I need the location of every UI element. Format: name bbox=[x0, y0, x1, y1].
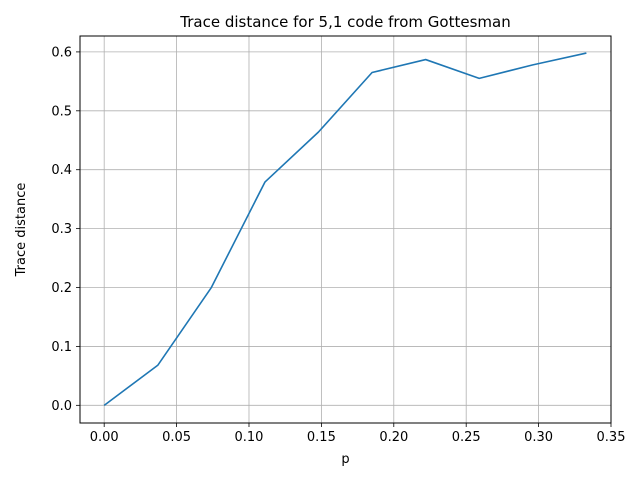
y-axis-label: Trace distance bbox=[14, 183, 29, 278]
data-point bbox=[317, 131, 320, 134]
y-tick-label: 0.5 bbox=[51, 104, 72, 119]
ticks: 0.00 0.05 0.10 0.15 0.20 0.25 0.30 0.35 0.0 0.1 0.… bbox=[51, 45, 625, 445]
x-tick-label: 0.10 bbox=[235, 430, 264, 445]
chart-title: Trace distance for 5,1 code from Gottesm… bbox=[179, 13, 510, 31]
data-point bbox=[531, 63, 534, 66]
y-tick-label: 0.1 bbox=[51, 340, 72, 355]
y-tick-label: 0.2 bbox=[51, 281, 72, 296]
x-tick-label: 0.35 bbox=[597, 430, 626, 445]
x-tick-label: 0.25 bbox=[452, 430, 481, 445]
x-tick-label: 0.30 bbox=[524, 430, 553, 445]
x-tick-label: 0.00 bbox=[90, 430, 119, 445]
series-layer bbox=[103, 52, 588, 407]
plot-frame bbox=[79, 35, 612, 424]
x-tick-label: 0.15 bbox=[307, 430, 336, 445]
data-point bbox=[585, 52, 588, 55]
x-tick-label: 0.05 bbox=[162, 430, 191, 445]
x-tick-label: 0.20 bbox=[379, 430, 408, 445]
y-tick-label: 0.6 bbox=[51, 45, 72, 60]
data-point bbox=[478, 77, 481, 80]
data-point bbox=[371, 71, 374, 74]
data-point bbox=[103, 404, 106, 407]
data-point bbox=[210, 286, 213, 289]
data-point bbox=[263, 181, 266, 184]
y-tick-label: 0.3 bbox=[51, 222, 72, 237]
data-point bbox=[424, 58, 427, 61]
data-point bbox=[156, 364, 159, 367]
x-axis-label: p bbox=[341, 452, 349, 467]
grid bbox=[80, 36, 612, 423]
series-line bbox=[103, 52, 587, 406]
y-tick-label: 0.0 bbox=[51, 399, 72, 414]
y-tick-label: 0.4 bbox=[51, 163, 72, 178]
